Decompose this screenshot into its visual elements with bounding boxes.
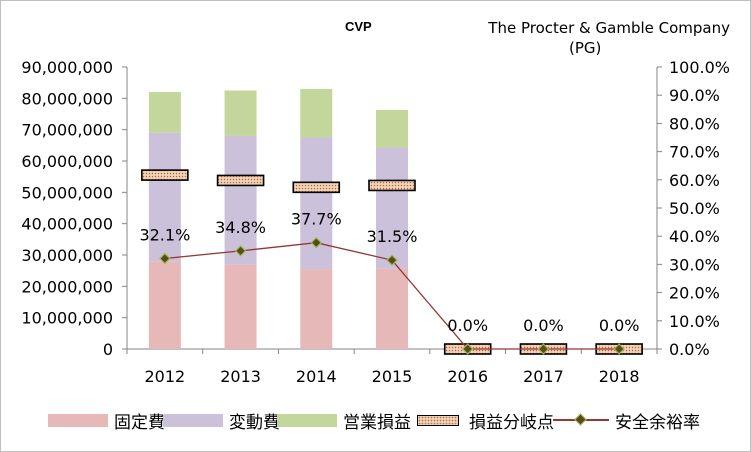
break-even-marker <box>368 179 416 192</box>
safety-margin-data-label: 32.1% <box>139 225 190 244</box>
safety-margin-data-label: 0.0% <box>447 316 488 335</box>
y-tick-label: 0 <box>103 340 113 359</box>
safety-margin-point <box>386 254 398 266</box>
safety-margin-data-label: 37.7% <box>291 210 342 229</box>
legend-label-operating-income: 営業損益 <box>343 412 411 433</box>
safety-margin-point <box>159 252 171 265</box>
y2-tick-label: 40.0% <box>669 227 720 246</box>
safety-margin-point <box>613 343 625 355</box>
operating-income-bar <box>300 88 333 138</box>
legend-swatch-variable-cost <box>163 413 223 427</box>
legend-swatch-break-even <box>417 414 459 426</box>
variable-cost-bar <box>376 147 408 269</box>
legend-label-safety-margin: 安全余裕率 <box>615 412 700 433</box>
y-tick-label: 30,000,000 <box>21 246 113 265</box>
y2-tick-label: 20.0% <box>669 284 720 303</box>
variable-cost-bar <box>148 132 181 262</box>
y-tick-label: 10,000,000 <box>21 309 113 328</box>
safety-margin-data-label: 31.5% <box>367 227 418 246</box>
variable-cost-bar <box>300 137 333 270</box>
legend-item-variable-cost: 変動費 <box>163 405 280 435</box>
x-tick-label: 2016 <box>447 367 488 386</box>
x-tick-label: 2013 <box>220 367 261 386</box>
y-tick-label: 60,000,000 <box>21 152 113 171</box>
fixed-cost-bar <box>300 269 333 349</box>
break-even-marker <box>292 181 341 194</box>
safety-margin-point <box>537 343 550 355</box>
safety-margin-point <box>234 245 247 257</box>
y-tick-label: 40,000,000 <box>21 215 113 234</box>
y-tick-label: 20,000,000 <box>21 277 113 296</box>
legend-label-fixed-cost: 固定費 <box>114 412 165 433</box>
legend: 固定費 変動費 営業損益 損益分岐点 安全余裕率 <box>1 405 750 435</box>
x-tick-label: 2017 <box>523 367 564 386</box>
x-tick-label: 2015 <box>372 367 413 386</box>
safety-margin-point <box>461 343 474 355</box>
fixed-cost-bar <box>224 264 257 349</box>
fixed-cost-bar <box>376 268 408 349</box>
y2-tick-label: 70.0% <box>669 143 720 162</box>
legend-swatch-fixed-cost <box>48 413 108 427</box>
company-name: The Procter & Gamble Company <box>488 19 730 37</box>
x-tick-label: 2012 <box>144 367 185 386</box>
legend-label-variable-cost: 変動費 <box>229 412 280 433</box>
x-tick-label: 2018 <box>599 367 640 386</box>
y2-tick-label: 0.0% <box>669 340 710 359</box>
x-tick-label: 2014 <box>296 367 337 386</box>
legend-label-break-even: 損益分岐点 <box>469 412 554 433</box>
legend-item-operating-income: 営業損益 <box>277 405 411 435</box>
y2-tick-label: 60.0% <box>669 171 720 190</box>
y2-tick-label: 50.0% <box>669 199 720 218</box>
operating-income-bar <box>376 109 408 148</box>
legend-item-fixed-cost: 固定費 <box>48 405 165 435</box>
y2-tick-label: 100.0% <box>669 58 730 77</box>
safety-margin-data-label: 34.8% <box>215 218 266 237</box>
fixed-cost-bar <box>148 261 181 349</box>
legend-item-break-even: 損益分岐点 <box>407 405 554 435</box>
break-even-marker <box>141 169 189 181</box>
chart-title: CVP <box>345 19 372 34</box>
y2-tick-label: 10.0% <box>669 312 720 331</box>
safety-margin-data-label: 0.0% <box>599 316 640 335</box>
safety-margin-data-label: 0.0% <box>523 316 564 335</box>
y-tick-label: 90,000,000 <box>21 58 113 77</box>
legend-item-safety-margin: 安全余裕率 <box>553 405 700 435</box>
variable-cost-bar <box>224 135 257 265</box>
operating-income-bar <box>224 90 257 136</box>
company-ticker: (PG) <box>569 39 602 57</box>
y-tick-label: 70,000,000 <box>21 121 113 140</box>
legend-swatch-safety-margin <box>553 413 609 427</box>
y-tick-label: 50,000,000 <box>21 183 113 202</box>
operating-income-bar <box>148 92 181 133</box>
y2-tick-label: 80.0% <box>669 114 720 133</box>
y2-tick-label: 90.0% <box>669 86 720 105</box>
break-even-marker <box>216 174 265 187</box>
legend-swatch-operating-income <box>277 413 337 427</box>
y-tick-label: 80,000,000 <box>21 89 113 108</box>
safety-margin-point <box>310 236 323 249</box>
y2-tick-label: 30.0% <box>669 255 720 274</box>
